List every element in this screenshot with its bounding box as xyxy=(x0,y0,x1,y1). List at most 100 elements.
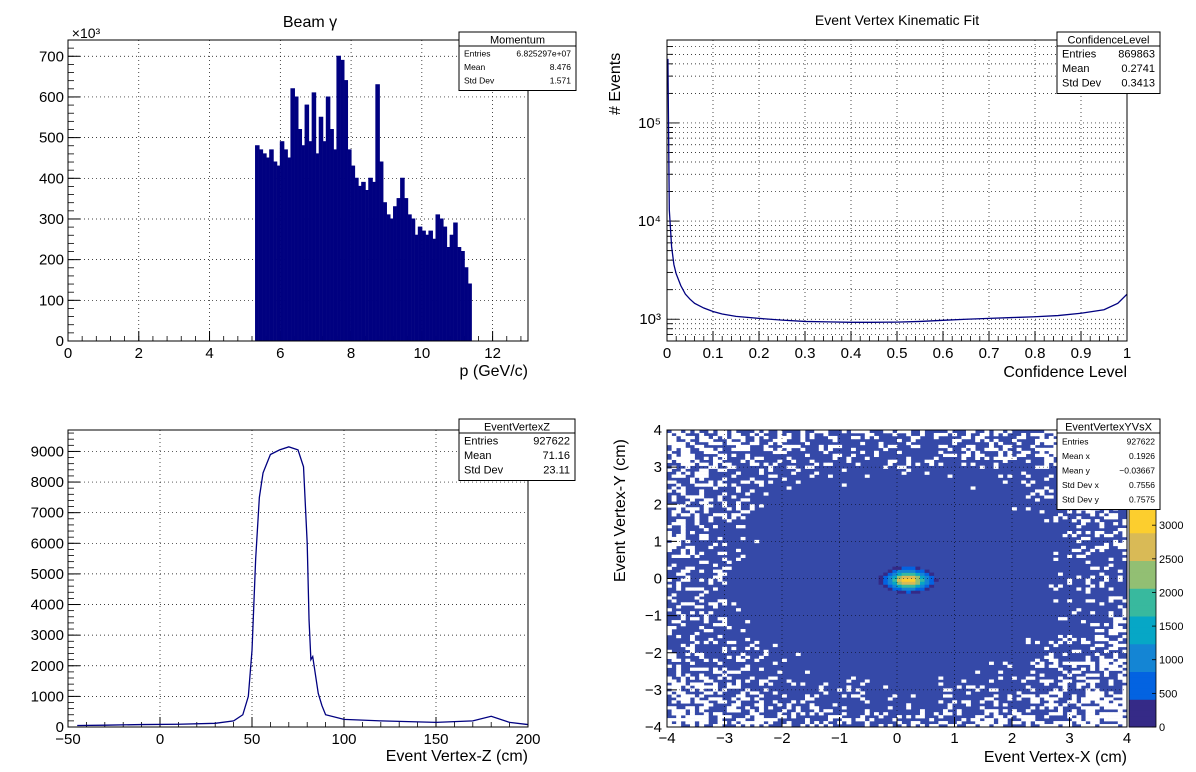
chart-title: Event Vertex Kinematic Fit xyxy=(815,12,979,28)
empty-bin xyxy=(667,459,672,463)
heatmap-bin xyxy=(901,572,907,576)
empty-bin xyxy=(1048,703,1054,707)
empty-bin xyxy=(1085,551,1091,556)
empty-bin xyxy=(731,516,737,520)
empty-bin xyxy=(759,456,764,460)
heatmap-bin xyxy=(910,587,916,591)
empty-bin xyxy=(1085,655,1091,659)
empty-bin xyxy=(956,685,962,689)
histogram-bar xyxy=(446,247,451,342)
empty-bin xyxy=(1099,545,1105,550)
empty-bin xyxy=(708,611,714,615)
empty-bin xyxy=(1113,715,1119,719)
empty-bin xyxy=(970,724,976,728)
empty-bin xyxy=(736,700,741,704)
empty-bin xyxy=(699,721,705,725)
empty-bin xyxy=(703,471,709,475)
empty-bin xyxy=(763,435,769,440)
empty-bin xyxy=(782,709,787,713)
empty-bin xyxy=(676,533,682,538)
empty-bin xyxy=(676,536,682,541)
empty-bin xyxy=(680,623,686,627)
stats-value: 71.16 xyxy=(542,450,570,462)
empty-bin xyxy=(676,539,682,544)
empty-bin xyxy=(1117,706,1123,710)
empty-bin xyxy=(1108,628,1114,633)
empty-bin xyxy=(759,432,764,437)
empty-bin xyxy=(671,474,677,478)
empty-bin xyxy=(814,709,820,713)
empty-bin xyxy=(731,646,737,651)
empty-bin xyxy=(754,441,760,446)
empty-bin xyxy=(828,474,833,478)
y-tick-label: −3 xyxy=(645,682,662,699)
empty-bin xyxy=(1039,679,1045,683)
empty-bin xyxy=(1035,453,1040,458)
empty-bin xyxy=(1039,673,1045,677)
empty-bin xyxy=(1099,602,1105,606)
empty-bin xyxy=(708,483,714,487)
heatmap-bin xyxy=(887,569,893,573)
empty-bin xyxy=(1081,554,1086,559)
empty-bin xyxy=(722,646,728,651)
empty-bin xyxy=(736,557,741,561)
empty-bin xyxy=(1113,640,1119,645)
empty-bin xyxy=(1048,430,1054,434)
x-axis-label: Confidence Level xyxy=(1003,364,1127,381)
empty-bin xyxy=(1113,643,1119,648)
colorbar-segment xyxy=(1129,543,1156,550)
empty-bin xyxy=(759,706,764,710)
empty-bin xyxy=(1048,691,1054,695)
empty-bin xyxy=(993,703,999,707)
empty-bin xyxy=(749,441,755,446)
empty-bin xyxy=(667,542,672,547)
empty-bin xyxy=(1030,661,1036,665)
empty-bin xyxy=(1099,694,1105,698)
histogram-bar xyxy=(322,141,327,342)
empty-bin xyxy=(694,554,700,559)
empty-bin xyxy=(1122,599,1128,603)
empty-bin xyxy=(680,462,686,466)
empty-bin xyxy=(680,551,686,556)
empty-bin xyxy=(851,430,856,434)
empty-bin xyxy=(1021,450,1027,455)
empty-bin xyxy=(676,605,682,609)
empty-bin xyxy=(680,569,686,573)
empty-bin xyxy=(1085,510,1091,514)
empty-bin xyxy=(699,501,705,505)
heatmap-bin xyxy=(915,572,921,576)
empty-bin xyxy=(874,453,879,458)
empty-bin xyxy=(1122,614,1128,618)
x-tick-label: 0.3 xyxy=(795,345,816,362)
empty-bin xyxy=(690,456,695,460)
empty-bin xyxy=(906,432,912,437)
colorbar-segment xyxy=(1129,693,1156,700)
empty-bin xyxy=(671,542,677,547)
empty-bin xyxy=(777,670,783,674)
empty-bin xyxy=(690,694,695,698)
empty-bin xyxy=(667,489,672,493)
empty-bin xyxy=(1099,664,1105,668)
empty-bin xyxy=(1044,456,1050,460)
empty-bin xyxy=(998,715,1004,719)
empty-bin xyxy=(708,447,714,452)
empty-bin xyxy=(846,721,852,725)
empty-bin xyxy=(763,462,769,466)
empty-bin xyxy=(1113,542,1119,547)
empty-bin xyxy=(690,507,695,511)
heatmap-bin xyxy=(910,590,916,594)
empty-bin xyxy=(791,682,797,686)
empty-bin xyxy=(703,533,709,538)
heatmap-bin xyxy=(910,581,916,585)
stats-label: Std Dev x xyxy=(1062,480,1100,490)
empty-bin xyxy=(1048,474,1054,478)
empty-bin xyxy=(703,450,709,455)
empty-bin xyxy=(786,447,792,452)
empty-bin xyxy=(1090,646,1096,651)
empty-bin xyxy=(984,447,990,452)
empty-bin xyxy=(713,441,718,446)
empty-bin xyxy=(699,626,705,630)
empty-bin xyxy=(823,450,829,455)
empty-bin xyxy=(846,456,852,460)
empty-bin xyxy=(754,539,760,544)
